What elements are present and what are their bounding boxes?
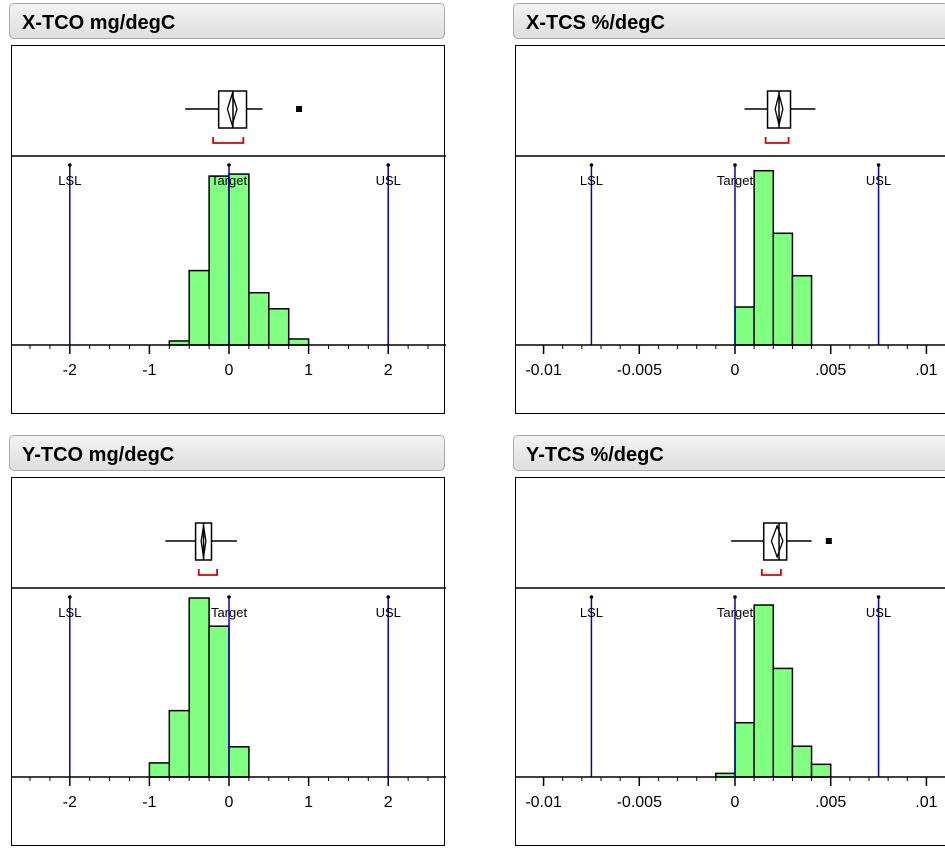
spec-label-usl: USL: [866, 605, 891, 620]
spec-dot-lsl: [68, 595, 72, 599]
histogram-bar: [228, 173, 250, 346]
spec-dot-target: [733, 595, 737, 599]
tick-label: .005: [815, 362, 846, 379]
tick-label: 0: [225, 362, 234, 379]
spec-dot-usl: [876, 595, 881, 599]
tick-label: 2: [384, 794, 393, 811]
histogram-bar: [810, 763, 832, 778]
spec-dot-target: [733, 163, 737, 167]
tick-label: -0.01: [525, 794, 562, 811]
histogram-bar: [753, 169, 775, 346]
tick-label: .01: [915, 794, 937, 811]
panel-title: Y-TCO mg/degC: [22, 444, 175, 466]
histogram-bar: [248, 291, 270, 346]
panel-header[interactable]: X-TCO mg/degC: [9, 3, 445, 39]
mean-diamond: [770, 524, 784, 559]
tick-label: -0.005: [617, 362, 662, 379]
tick-label: -1: [142, 362, 156, 379]
histogram-bar: [734, 306, 755, 346]
spec-dot-lsl: [589, 595, 594, 599]
mean-diamond: [200, 525, 207, 558]
panel-header[interactable]: Y-TCS %/degC: [513, 435, 945, 471]
panel-title: X-TCO mg/degC: [22, 12, 176, 34]
histogram-bar: [188, 597, 210, 778]
shortest-half-bracket: [760, 569, 782, 576]
spec-label-target: Target: [717, 173, 754, 188]
spec-label-target: Target: [717, 605, 754, 620]
tick-label: 1: [304, 362, 313, 379]
spec-label-target: Target: [211, 173, 248, 188]
mean-diamond: [774, 93, 784, 126]
panel-y-tcs: Y-TCS %/degC LSL Target USL -0.01 -0.005 0 .00…: [513, 435, 945, 847]
chart-svg: LSL Target USL -2 -1 0 1 2: [12, 90, 446, 379]
spec-label-lsl: LSL: [580, 173, 603, 188]
histogram-bar: [268, 308, 290, 346]
spec-label-usl: USL: [866, 173, 891, 188]
shortest-half-bracket: [212, 137, 245, 144]
histogram-bar: [228, 746, 250, 778]
shortest-half-bracket: [197, 569, 218, 576]
histogram-bar: [148, 762, 171, 778]
histogram-bar: [188, 269, 210, 346]
chart-svg: LSL Target USL -2 -1 0 1 2: [12, 522, 446, 811]
spec-label-lsl: LSL: [58, 605, 81, 620]
panel-title: X-TCS %/degC: [526, 12, 665, 34]
tick-label: 0: [731, 794, 740, 811]
panel-header[interactable]: X-TCS %/degC: [513, 3, 945, 39]
tick-label: -2: [63, 794, 77, 811]
tick-label: 0: [225, 794, 234, 811]
shortest-half-bracket: [764, 137, 790, 144]
chart-frame: LSL Target USL -0.01 -0.005 0 .005 .01: [515, 45, 945, 414]
spec-dot-usl: [386, 163, 391, 167]
spec-dot-usl: [386, 595, 391, 599]
chart-frame: LSL Target USL -0.01 -0.005 0 .005 .01: [515, 477, 945, 846]
spec-dot-target: [227, 163, 231, 167]
tick-label: -0.005: [617, 794, 662, 811]
tick-label: -1: [142, 794, 156, 811]
histogram-bar: [791, 745, 813, 778]
box-iqr: [762, 522, 788, 561]
tick-label: -0.01: [525, 362, 562, 379]
chart-svg: LSL Target USL -0.01 -0.005 0 .005 .01: [516, 90, 945, 379]
tick-label: 1: [304, 794, 313, 811]
histogram-bar: [208, 625, 230, 778]
histogram-bar: [772, 232, 794, 346]
histogram-bar: [734, 721, 755, 778]
chart-frame: LSL Target USL -2 -1 0 1 2: [11, 45, 446, 414]
panel-x-tcs: X-TCS %/degC LSL Target USL -0.01 -0.005 0 .00…: [513, 3, 945, 415]
histogram-bar: [287, 338, 310, 346]
tick-label: 0: [731, 362, 740, 379]
tick-label: -2: [63, 362, 77, 379]
outlier-point: [825, 538, 832, 544]
spec-label-lsl: LSL: [580, 605, 603, 620]
mean-diamond: [226, 91, 238, 128]
histogram-bar: [208, 175, 230, 346]
tick-label: .01: [915, 362, 937, 379]
panel-y-tco: Y-TCO mg/degC LSL Target USL -2 -1 0 1 2: [9, 435, 446, 847]
spec-dot-lsl: [68, 163, 72, 167]
spec-dot-target: [227, 595, 231, 599]
panel-x-tco: X-TCO mg/degC LSL Target USL -2 -1 0 1 2: [9, 3, 446, 415]
histogram-bar: [753, 604, 775, 778]
chart-frame: LSL Target USL -2 -1 0 1 2: [11, 477, 446, 846]
chart-svg: LSL Target USL -0.01 -0.005 0 .005 .01: [516, 522, 945, 811]
histogram-bar: [168, 709, 190, 778]
histogram-bar: [772, 667, 794, 778]
spec-label-target: Target: [211, 605, 248, 620]
spec-dot-lsl: [589, 163, 594, 167]
panel-title: Y-TCS %/degC: [526, 444, 664, 466]
tick-label: .005: [815, 794, 846, 811]
spec-dot-usl: [876, 163, 881, 167]
outlier-point: [296, 106, 303, 112]
spec-label-usl: USL: [376, 173, 401, 188]
spec-label-usl: USL: [376, 605, 401, 620]
tick-label: 2: [384, 362, 393, 379]
panel-header[interactable]: Y-TCO mg/degC: [9, 435, 445, 471]
histogram-bar: [791, 274, 813, 346]
spec-label-lsl: LSL: [58, 173, 81, 188]
